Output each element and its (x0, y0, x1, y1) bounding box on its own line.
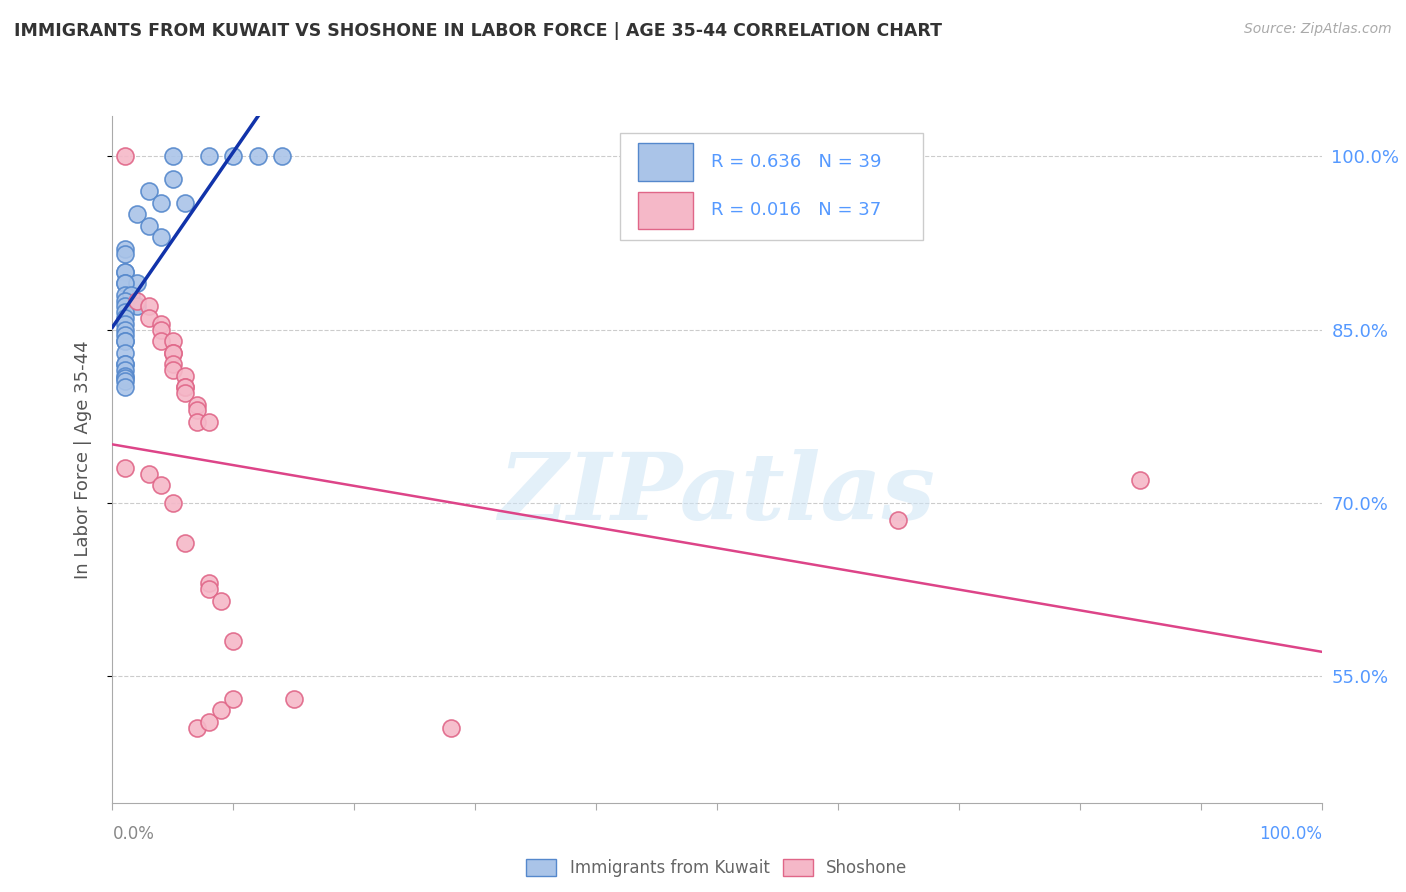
Point (174, 380, 197, 394)
Point (198, 149, 221, 163)
Point (174, 536, 197, 550)
Point (114, 375, 136, 389)
Point (125, 300, 148, 314)
Point (186, 403, 208, 417)
Point (283, 692, 305, 706)
Point (198, 576, 221, 591)
Point (209, 594, 232, 608)
Text: R = 0.016   N = 37: R = 0.016 N = 37 (711, 202, 882, 219)
Point (114, 149, 136, 163)
Point (114, 371, 136, 385)
Point (114, 317, 136, 331)
Point (138, 467, 160, 481)
Point (114, 322, 136, 336)
Point (149, 195, 172, 210)
Point (186, 398, 208, 412)
Point (270, 149, 292, 163)
Point (114, 363, 136, 377)
Point (114, 247, 136, 261)
Point (138, 300, 160, 314)
Text: 0.0%: 0.0% (112, 825, 155, 843)
Point (162, 149, 184, 163)
Point (149, 478, 172, 492)
Point (114, 265, 136, 279)
Point (149, 322, 172, 336)
Point (162, 496, 184, 510)
FancyBboxPatch shape (638, 144, 693, 181)
Point (114, 461, 136, 475)
Point (114, 380, 136, 394)
Point (114, 277, 136, 291)
Point (114, 334, 136, 348)
Point (138, 219, 160, 233)
Point (125, 207, 148, 221)
Point (162, 363, 184, 377)
Point (186, 415, 208, 429)
Point (114, 300, 136, 314)
Point (114, 334, 136, 348)
Point (114, 310, 136, 325)
Point (198, 582, 221, 597)
Point (114, 357, 136, 371)
Point (186, 721, 208, 735)
Point (162, 345, 184, 359)
Point (222, 692, 245, 706)
Point (440, 721, 463, 735)
Point (174, 386, 197, 401)
Point (162, 334, 184, 348)
Point (114, 265, 136, 279)
Point (114, 293, 136, 308)
Point (114, 328, 136, 343)
Point (114, 288, 136, 302)
Point (1129, 473, 1152, 487)
Point (174, 368, 197, 383)
Point (162, 357, 184, 371)
Point (149, 334, 172, 348)
Point (209, 703, 232, 717)
Text: 100.0%: 100.0% (1258, 825, 1322, 843)
Point (162, 172, 184, 186)
Point (138, 310, 160, 325)
Point (120, 288, 142, 302)
Text: Source: ZipAtlas.com: Source: ZipAtlas.com (1244, 22, 1392, 37)
Text: R = 0.636   N = 39: R = 0.636 N = 39 (711, 153, 882, 171)
Point (138, 184, 160, 198)
Point (114, 242, 136, 256)
Point (246, 149, 269, 163)
Point (125, 293, 148, 308)
Y-axis label: In Labor Force | Age 35-44: In Labor Force | Age 35-44 (73, 340, 91, 579)
Legend: Immigrants from Kuwait, Shoshone: Immigrants from Kuwait, Shoshone (520, 852, 914, 884)
Text: IMMIGRANTS FROM KUWAIT VS SHOSHONE IN LABOR FORCE | AGE 35-44 CORRELATION CHART: IMMIGRANTS FROM KUWAIT VS SHOSHONE IN LA… (14, 22, 942, 40)
Point (174, 380, 197, 394)
Point (149, 317, 172, 331)
Point (114, 277, 136, 291)
Point (222, 149, 245, 163)
Point (149, 230, 172, 244)
Point (162, 345, 184, 359)
Point (887, 513, 910, 527)
Point (198, 415, 221, 429)
Point (114, 368, 136, 383)
FancyBboxPatch shape (620, 133, 922, 240)
Point (114, 305, 136, 319)
Point (174, 195, 197, 210)
Point (198, 714, 221, 729)
FancyBboxPatch shape (638, 192, 693, 229)
Point (125, 277, 148, 291)
Point (114, 357, 136, 371)
Point (114, 345, 136, 359)
Text: ZIPatlas: ZIPatlas (499, 449, 935, 539)
Point (222, 634, 245, 648)
